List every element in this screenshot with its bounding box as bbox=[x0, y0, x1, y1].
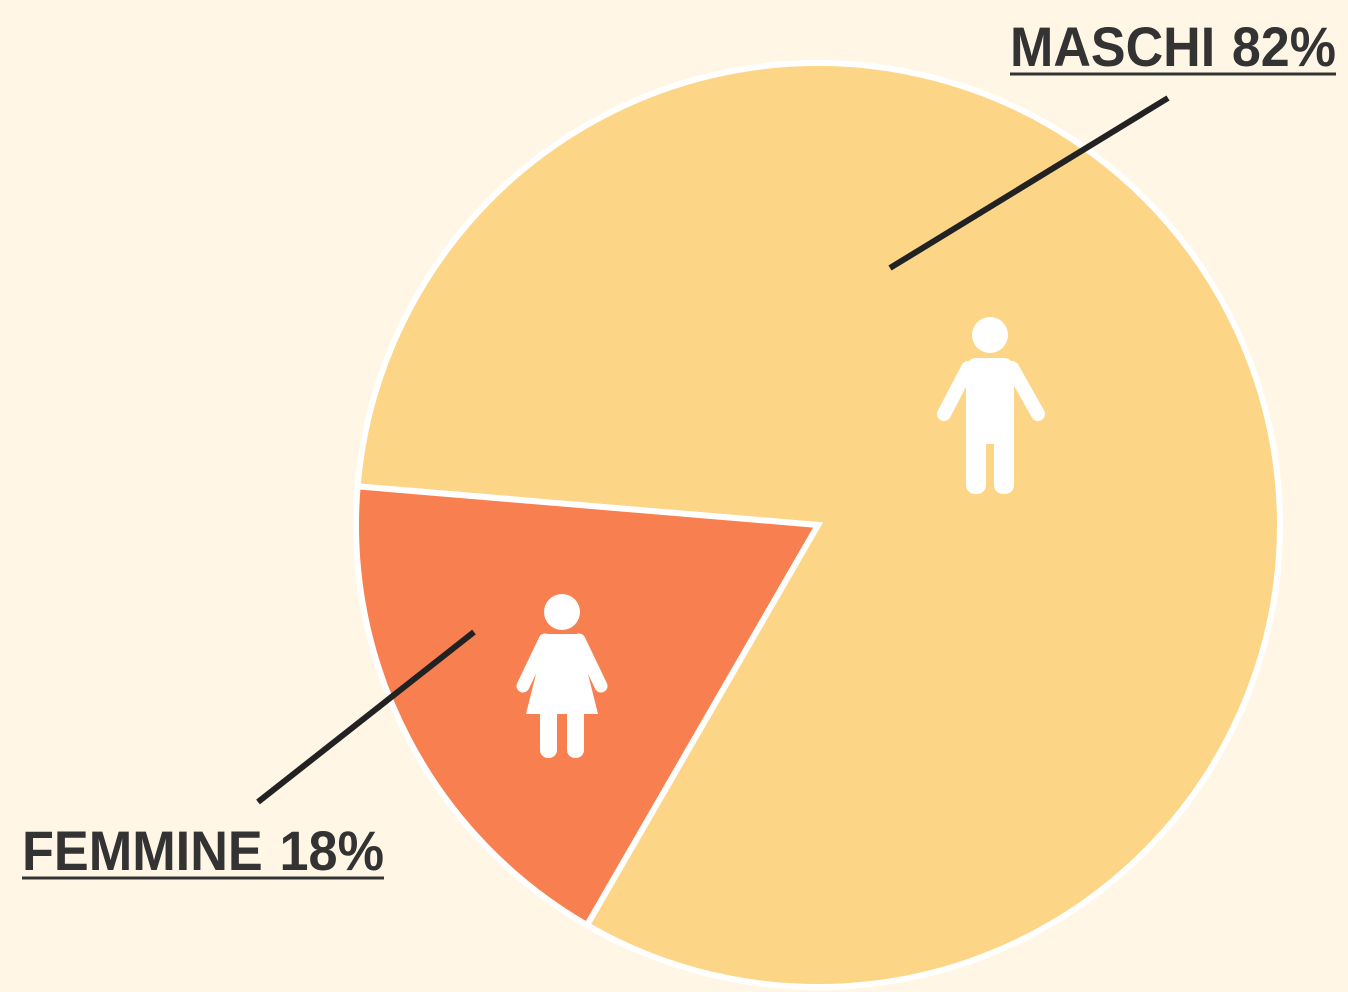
male-icon bbox=[937, 317, 1045, 494]
category-label: FEMMINE bbox=[22, 819, 263, 882]
leader-line bbox=[888, 95, 1170, 271]
slice-label: FEMMINE 18% bbox=[22, 819, 384, 882]
slice-label: MASCHI 82% bbox=[1010, 15, 1336, 78]
slices bbox=[353, 60, 1283, 990]
category-label: MASCHI bbox=[1010, 15, 1215, 78]
female-icon bbox=[516, 594, 608, 758]
value-label: 82% bbox=[1232, 15, 1336, 78]
leader-line bbox=[256, 629, 476, 805]
value-label: 18% bbox=[280, 819, 384, 882]
